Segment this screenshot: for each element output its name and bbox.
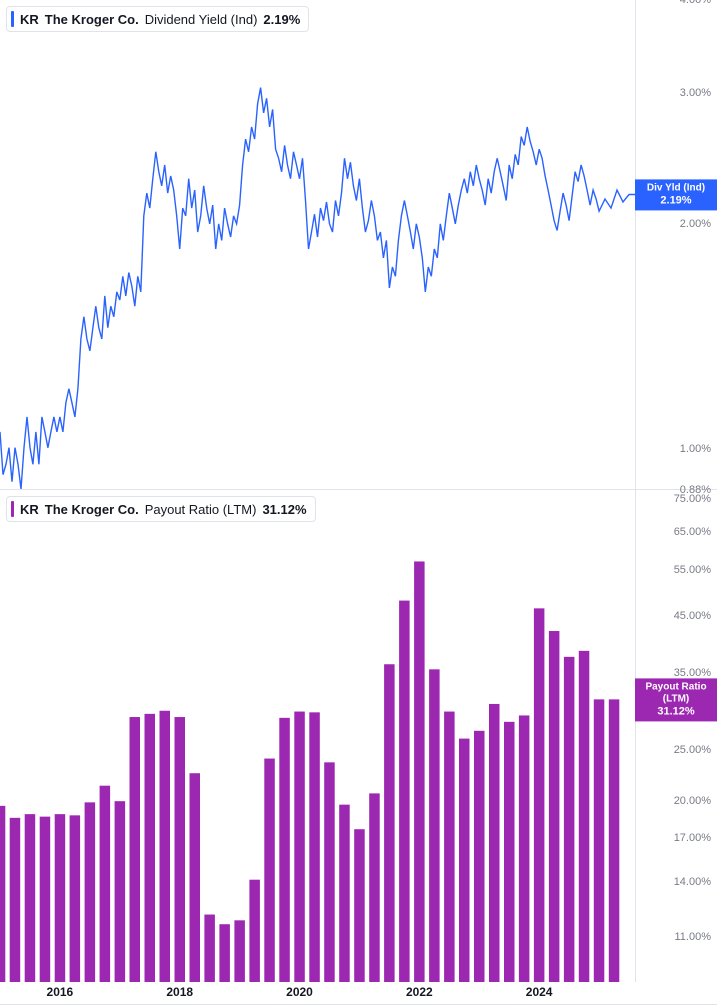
current-value-tag-top: Div Yld (Ind) 2.19% (635, 179, 717, 210)
legend-pill-top[interactable]: KR The Kroger Co. Dividend Yield (Ind) 2… (6, 6, 309, 32)
legend-metric: Payout Ratio (LTM) (145, 502, 257, 517)
legend-accent-top (11, 11, 14, 27)
x-axis: 2016 2018 2020 2022 2024 (0, 982, 635, 1004)
legend-value: 2.19% (263, 12, 300, 27)
y-tick-label: 2.00% (680, 218, 711, 230)
y-tick-label: 75.00% (674, 493, 711, 505)
legend-ticker: KR (20, 12, 39, 27)
y-tick-label: 45.00% (674, 610, 711, 622)
payout-ratio-panel: KR The Kroger Co. Payout Ratio (LTM) 31.… (0, 490, 717, 1005)
y-tick-label: 65.00% (674, 526, 711, 538)
legend-company: The Kroger Co. (45, 12, 139, 27)
y-tick-label: 14.00% (674, 876, 711, 888)
y-tick-label: 11.00% (675, 931, 712, 943)
x-tick-label: 2022 (406, 985, 433, 999)
legend-value: 31.12% (262, 502, 306, 517)
legend-pill-bottom[interactable]: KR The Kroger Co. Payout Ratio (LTM) 31.… (6, 496, 316, 522)
y-tick-label: 25.00% (674, 744, 711, 756)
y-tick-label: 3.00% (680, 87, 711, 99)
y-tick-label: 55.00% (674, 564, 711, 576)
legend-accent-bottom (11, 501, 14, 517)
y-axis-top: 4.00%3.00%2.00%1.00%0.88% (635, 0, 717, 489)
legend-company: The Kroger Co. (45, 502, 139, 517)
x-tick-label: 2018 (166, 985, 193, 999)
tag-title: Div Yld (Ind) (639, 182, 713, 194)
y-tick-label: 17.00% (674, 832, 711, 844)
y-tick-label: 4.00% (680, 0, 711, 6)
y-tick-label: 1.00% (680, 443, 711, 455)
legend-ticker: KR (20, 502, 39, 517)
x-tick-label: 2020 (286, 985, 313, 999)
y-tick-label: 20.00% (674, 795, 711, 807)
dividend-yield-panel: KR The Kroger Co. Dividend Yield (Ind) 2… (0, 0, 717, 490)
x-tick-label: 2024 (526, 985, 553, 999)
current-value-tag-bottom: Payout Ratio (LTM) 31.12% (635, 678, 717, 721)
dividend-yield-line-chart (0, 0, 635, 489)
y-axis-bottom: 75.00% 65.00% 55.00% 45.00% 35.00% 25.00% 20.0… (635, 490, 717, 982)
bar-chart-area[interactable] (0, 490, 635, 982)
tag-value: 31.12% (639, 705, 713, 718)
y-tick-label: 35.00% (674, 667, 711, 679)
payout-ratio-bar-chart (0, 490, 635, 982)
x-tick-label: 2016 (47, 985, 74, 999)
tag-value: 2.19% (639, 194, 713, 207)
tag-title: Payout Ratio (LTM) (639, 681, 713, 705)
legend-metric: Dividend Yield (Ind) (145, 12, 258, 27)
line-chart-area[interactable] (0, 0, 635, 489)
